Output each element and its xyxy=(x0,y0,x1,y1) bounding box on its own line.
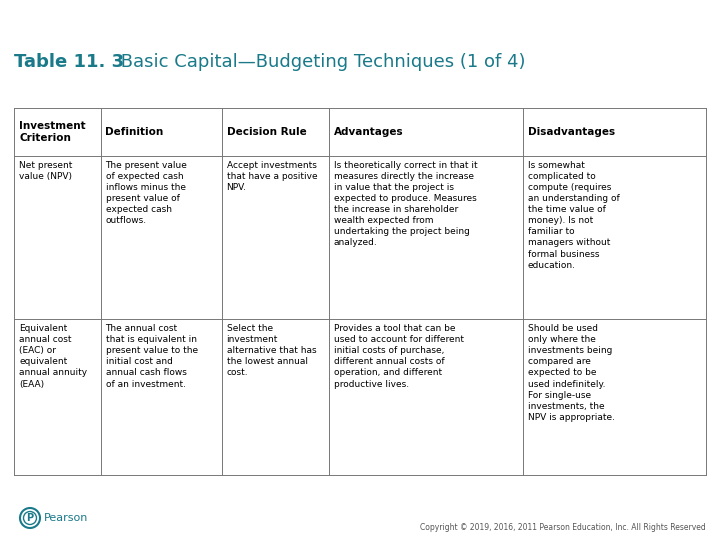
Text: P: P xyxy=(27,513,34,523)
Text: The annual cost
that is equivalent in
present value to the
initial cost and
annu: The annual cost that is equivalent in pr… xyxy=(106,324,197,388)
Circle shape xyxy=(24,511,37,524)
Text: Equivalent
annual cost
(EAC) or
equivalent
annual annuity
(EAA): Equivalent annual cost (EAC) or equivale… xyxy=(19,324,87,388)
Text: The present value
of expected cash
inflows minus the
present value of
expected c: The present value of expected cash inflo… xyxy=(106,161,187,225)
Text: Disadvantages: Disadvantages xyxy=(528,127,615,137)
Text: Advantages: Advantages xyxy=(334,127,403,137)
Text: Should be used
only where the
investments being
compared are
expected to be
used: Should be used only where the investment… xyxy=(528,324,615,422)
Text: Is somewhat
complicated to
compute (requires
an understanding of
the time value : Is somewhat complicated to compute (requ… xyxy=(528,161,619,269)
Text: Decision Rule: Decision Rule xyxy=(227,127,306,137)
Text: Provides a tool that can be
used to account for different
initial costs of purch: Provides a tool that can be used to acco… xyxy=(334,324,464,388)
Text: Basic Capital—Budgeting Techniques (1 of 4): Basic Capital—Budgeting Techniques (1 of… xyxy=(115,53,526,71)
Text: Pearson: Pearson xyxy=(44,513,89,523)
Circle shape xyxy=(20,508,40,528)
Text: Investment
Criterion: Investment Criterion xyxy=(19,120,86,143)
Text: Is theoretically correct in that it
measures directly the increase
in value that: Is theoretically correct in that it meas… xyxy=(334,161,477,247)
Text: Accept investments
that have a positive
NPV.: Accept investments that have a positive … xyxy=(227,161,318,192)
Text: Net present
value (NPV): Net present value (NPV) xyxy=(19,161,73,181)
Text: Select the
investment
alternative that has
the lowest annual
cost.: Select the investment alternative that h… xyxy=(227,324,316,377)
Text: Table 11. 3: Table 11. 3 xyxy=(14,53,124,71)
Text: Definition: Definition xyxy=(106,127,163,137)
Text: Copyright © 2019, 2016, 2011 Pearson Education, Inc. All Rights Reserved: Copyright © 2019, 2016, 2011 Pearson Edu… xyxy=(420,523,706,532)
